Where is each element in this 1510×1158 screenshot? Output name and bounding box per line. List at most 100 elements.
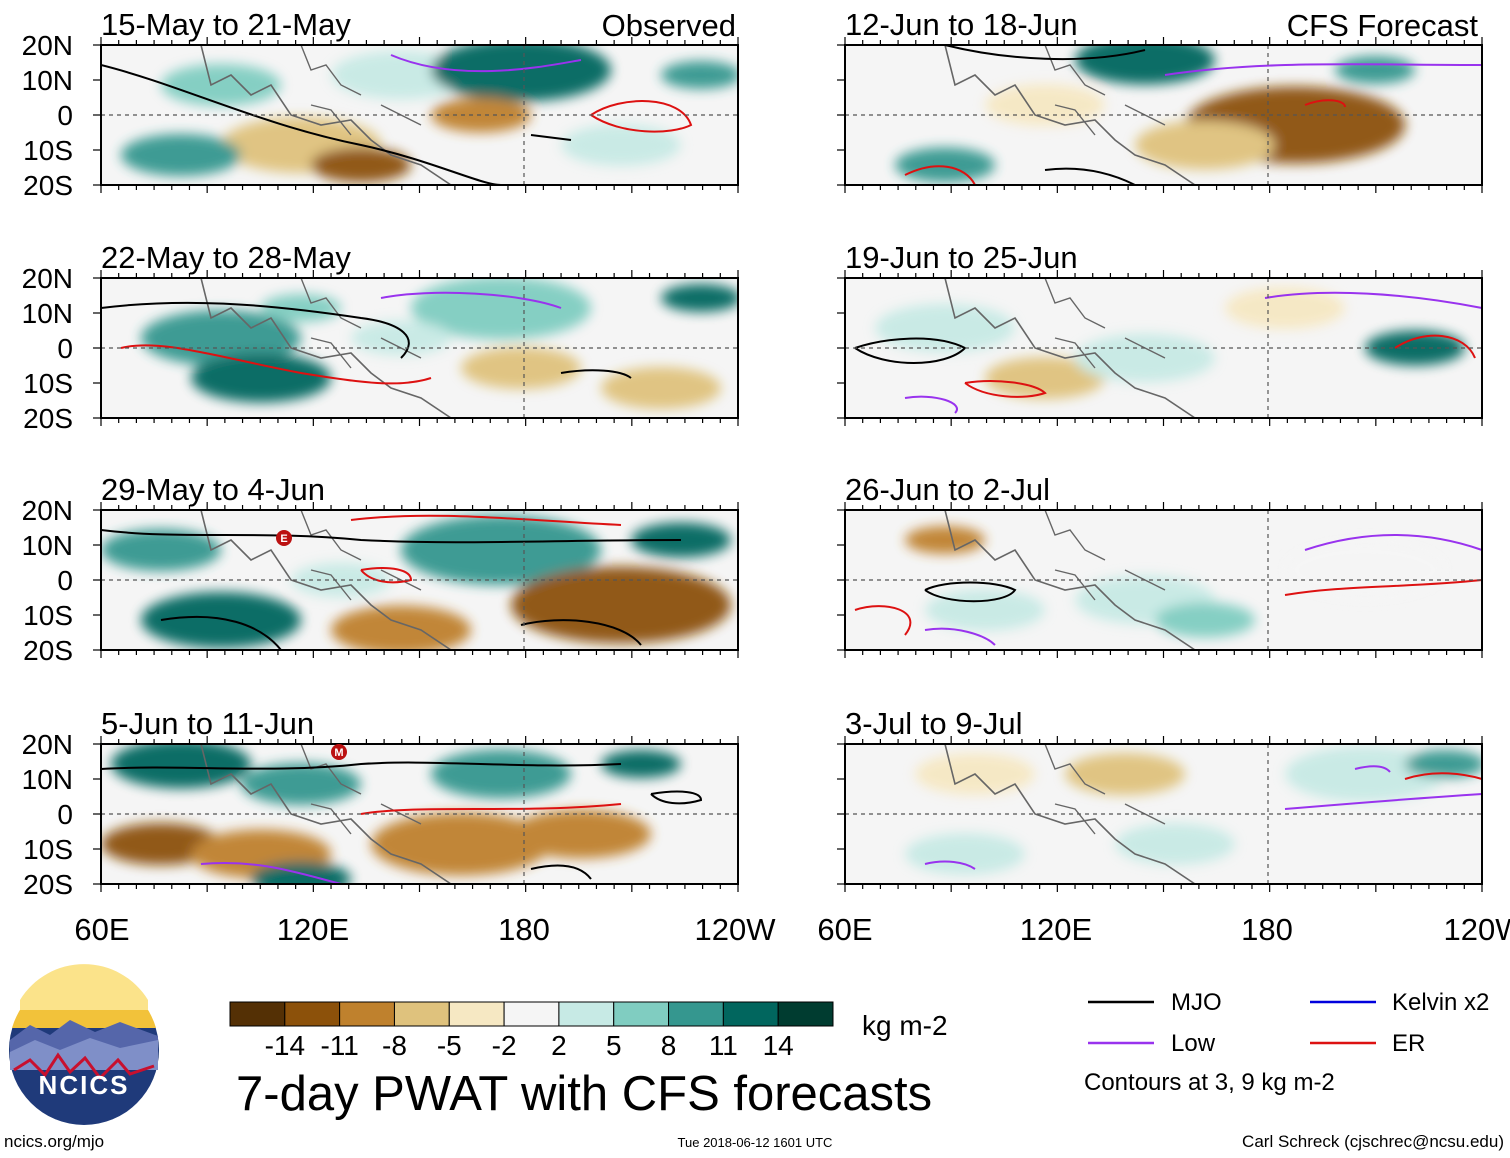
wave-contour	[904, 395, 958, 414]
lon-label: 60E	[817, 912, 872, 947]
colorbar-tick: -11	[320, 1030, 358, 1061]
wave-contour	[520, 619, 642, 646]
pwat-anomaly-region	[261, 294, 341, 322]
pwat-anomaly-region	[511, 809, 651, 859]
wave-contour	[854, 605, 912, 636]
wave-contour	[854, 337, 967, 364]
pwat-anomaly-region	[1405, 750, 1483, 778]
lat-label: 10N	[22, 65, 73, 96]
map-panel: 29-May to 4-Jun 20N 10N 0 10S 20S E	[22, 472, 739, 666]
wave-contour	[120, 344, 432, 385]
wave-contour	[160, 615, 282, 650]
panel-title: 3-Jul to 9-Jul	[845, 706, 1022, 741]
colorbar-tick: 11	[709, 1030, 738, 1061]
colorbar-swatch	[722, 1001, 779, 1027]
panel-title: 29-May to 4-Jun	[101, 472, 325, 507]
legend-label-kelvin: Kelvin x2	[1392, 989, 1489, 1016]
colorbar-swatch	[558, 1001, 615, 1027]
legend-label-er: ER	[1392, 1030, 1425, 1057]
colorbar-swatch	[448, 1001, 505, 1027]
lat-label: 10N	[22, 298, 73, 329]
pwat-anomaly-region	[1075, 45, 1215, 85]
pwat-anomaly-region	[141, 592, 301, 648]
pwat-anomaly-region	[895, 147, 995, 183]
lat-label: 0	[57, 100, 73, 131]
colorbar-tick: -2	[492, 1030, 517, 1061]
pwat-anomaly-region	[141, 310, 301, 366]
lat-label: 10S	[23, 368, 73, 399]
lon-label: 120W	[695, 912, 777, 947]
pwat-anomaly-region	[111, 744, 251, 789]
wave-contour	[101, 529, 682, 544]
panel-title: 22-May to 28-May	[101, 240, 351, 275]
wave-contour	[1284, 793, 1483, 810]
pwat-anomaly-region	[1285, 746, 1445, 802]
colorbar-tick: 2	[551, 1030, 567, 1061]
pwat-anomaly-region	[1225, 287, 1345, 329]
colorbar: -14 -11 -8 -5 -2 2 5 8 11 14	[229, 1001, 834, 1061]
pwat-anomaly-region	[401, 515, 601, 585]
colorbar-swatch	[284, 1001, 341, 1027]
map-panel: 3-Jul to 9-Jul	[837, 706, 1483, 892]
pwat-anomaly-region	[1285, 542, 1445, 598]
pwat-anomaly-region	[985, 357, 1105, 399]
pwat-anomaly-region	[511, 566, 731, 644]
lat-label: 10S	[23, 135, 73, 166]
colorbar-swatch	[503, 1001, 560, 1027]
lat-label: 10S	[23, 600, 73, 631]
map-panel: 12-Jun to 18-Jun	[837, 7, 1483, 193]
coastline	[200, 45, 452, 185]
ncics-logo: NCICS	[9, 964, 159, 1125]
coastline	[200, 510, 452, 650]
wave-contour	[1044, 167, 1136, 185]
lat-label: 10N	[22, 530, 73, 561]
footer-credit: Carl Schreck (cjschrec@ncsu.edu)	[1242, 1132, 1504, 1151]
wave-contour	[380, 291, 562, 309]
map-panel: 5-Jun to 11-Jun 20N 10N 0 10S 20S M	[22, 706, 739, 900]
panel-title: 26-Jun to 2-Jul	[845, 472, 1050, 507]
lon-label: 120E	[1020, 912, 1092, 947]
storm-marker	[276, 530, 292, 546]
lat-label: 20N	[22, 30, 73, 61]
wave-contour	[350, 514, 622, 526]
lat-label: 0	[57, 799, 73, 830]
pwat-anomaly-region	[101, 529, 221, 571]
lat-label: 0	[57, 333, 73, 364]
coastline	[944, 510, 1196, 650]
wave-contour	[924, 860, 976, 870]
colorbar-swatch	[229, 1001, 286, 1027]
colorbar-tick: -5	[437, 1030, 462, 1061]
pwat-anomaly-region	[661, 284, 739, 312]
pwat-anomaly-region	[371, 812, 551, 876]
pwat-anomaly-region	[1115, 823, 1235, 865]
map-panel: 22-May to 28-May 20N 10N 0 10S 20S	[22, 240, 739, 434]
map-panel: 19-Jun to 25-Jun	[837, 240, 1483, 426]
legend-label-mjo: MJO	[1171, 989, 1222, 1016]
wave-contour	[1304, 99, 1346, 108]
pwat-anomaly-region	[241, 763, 361, 805]
wave-contour	[964, 380, 1047, 398]
lon-label: 180	[1241, 912, 1293, 947]
wave-contour	[360, 803, 622, 815]
pwat-anomaly-region	[661, 61, 739, 89]
pwat-anomaly-region	[431, 749, 571, 799]
wave-contour	[101, 761, 622, 770]
longitude-axis-left: 60E 120E 180 120W	[74, 912, 776, 947]
pwat-anomaly-region	[905, 526, 985, 554]
legend-note: Contours at 3, 9 kg m-2	[1084, 1069, 1335, 1096]
coastline	[944, 45, 1196, 185]
pwat-anomaly-region	[905, 833, 1025, 875]
wave-contour	[904, 165, 976, 185]
lat-label: 20N	[22, 263, 73, 294]
lon-label: 120E	[277, 912, 349, 947]
lat-label: 20S	[23, 635, 73, 666]
lon-label: 60E	[74, 912, 129, 947]
lat-label: 0	[57, 565, 73, 596]
lat-label: 20S	[23, 403, 73, 434]
panel-title: 12-Jun to 18-Jun	[845, 7, 1078, 42]
wave-contour	[530, 134, 572, 141]
wave-contour	[1164, 63, 1483, 76]
lat-label: 10S	[23, 834, 73, 865]
coastline	[944, 278, 1196, 418]
pwat-anomaly-region	[925, 589, 1045, 631]
